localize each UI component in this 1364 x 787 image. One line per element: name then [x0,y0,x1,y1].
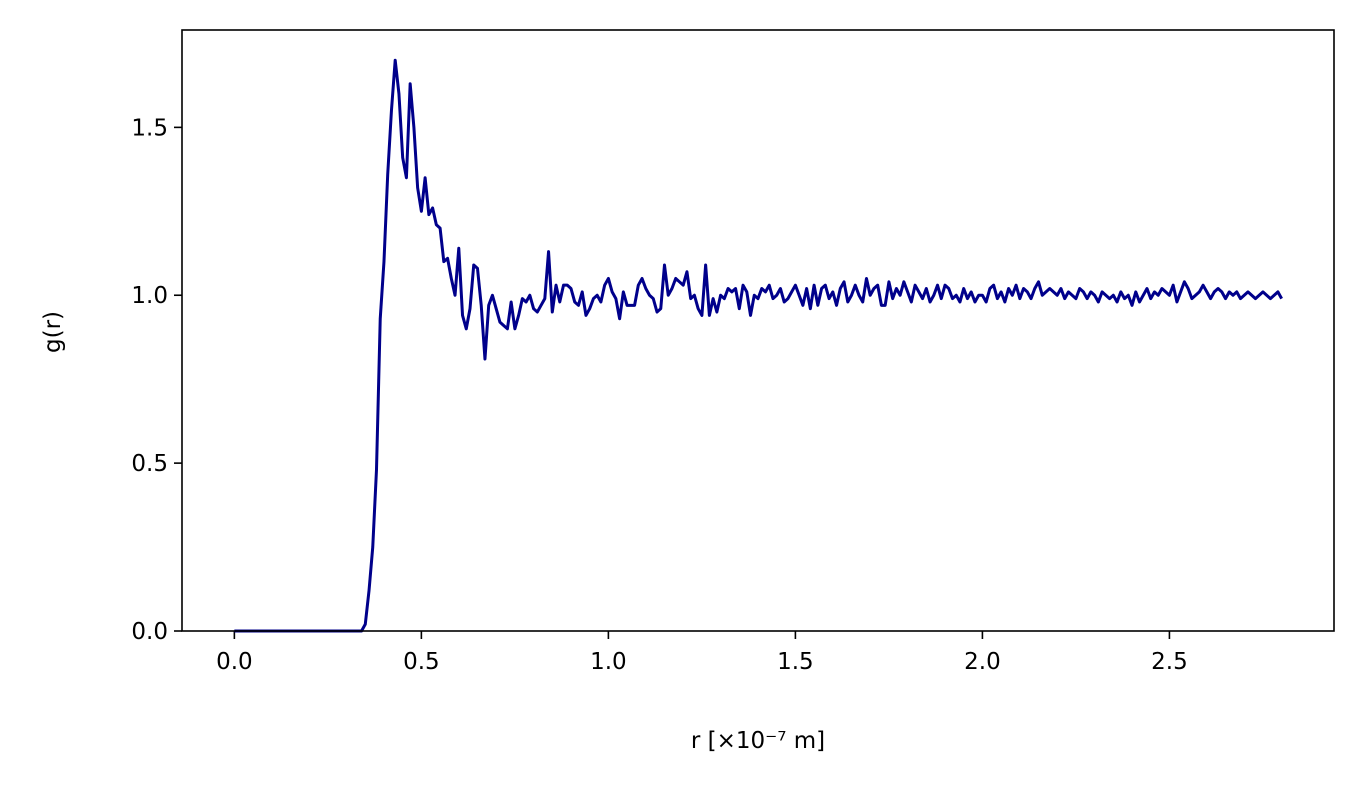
x-tick-label: 2.5 [1151,649,1188,675]
y-axis-label: g(r) [40,311,66,353]
data-line [234,58,1283,633]
x-tick-label: 1.0 [590,649,627,675]
x-tick-label: 2.0 [964,649,1001,675]
y-tick-label: 0.5 [131,451,168,477]
y-tick-label: 1.5 [131,115,168,141]
plot-frame [181,29,1335,632]
x-tick-label: 0.5 [403,649,440,675]
x-axis-label: r [×10⁻⁷ m] [691,728,825,754]
x-tick-label: 1.5 [777,649,814,675]
x-tick-label: 0.0 [216,649,253,675]
y-tick-label: 0.0 [131,619,168,645]
y-tick-label: 1.0 [131,283,168,309]
